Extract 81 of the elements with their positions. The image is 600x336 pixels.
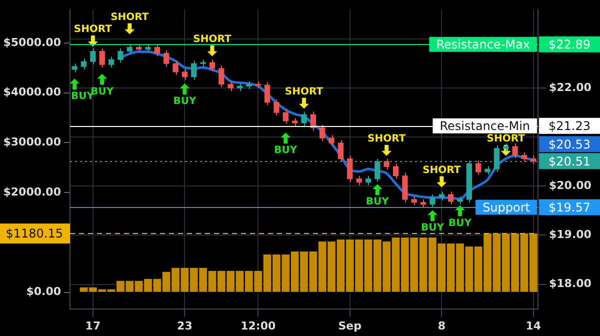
candlestick xyxy=(282,109,288,124)
x-tick-label: 12:00 xyxy=(240,319,276,332)
candlestick xyxy=(80,58,87,70)
y2-tick-label: $5000.00 xyxy=(3,36,62,49)
text: $21.23 xyxy=(548,118,590,133)
text: BUY xyxy=(448,218,472,229)
text: BUY xyxy=(173,96,196,108)
candlestick xyxy=(521,152,528,162)
point xyxy=(124,23,135,34)
candlestick xyxy=(384,158,390,170)
candlestick xyxy=(126,44,132,55)
y-tick-label: $18.00 xyxy=(549,277,592,290)
candlestick xyxy=(274,98,280,116)
candlestick xyxy=(476,160,482,176)
text: BUY xyxy=(366,196,389,208)
candlestick xyxy=(320,124,326,142)
y2-tick-label: $3000.00 xyxy=(3,136,62,149)
candlestick xyxy=(347,155,353,182)
series-label: SHORT xyxy=(193,34,232,45)
point xyxy=(207,45,218,56)
x-tick-label: 23 xyxy=(177,319,192,332)
candlestick xyxy=(90,48,96,66)
text: BUY xyxy=(420,222,444,234)
candlestick xyxy=(301,111,307,126)
point xyxy=(280,132,291,144)
candlestick xyxy=(448,191,454,205)
point xyxy=(427,210,438,222)
y2-tick-label: $4000.00 xyxy=(3,86,62,99)
candlestick xyxy=(365,175,372,186)
text: SHORT xyxy=(284,86,324,98)
ref-line-label: Resistance-Max xyxy=(436,38,530,52)
candlestick xyxy=(338,140,344,162)
point xyxy=(70,78,80,90)
candlestick xyxy=(154,44,160,57)
candlestick xyxy=(430,194,436,208)
candlestick xyxy=(99,48,105,68)
candlestick xyxy=(118,48,124,64)
point xyxy=(97,74,108,85)
x-tick-label: 14 xyxy=(526,319,542,332)
x-tick-label: Sep xyxy=(338,319,362,332)
point xyxy=(180,84,190,95)
ref-line-label: $1180.15 xyxy=(6,226,64,241)
candlestick xyxy=(218,65,224,88)
candlestick xyxy=(164,50,170,67)
text: BUY xyxy=(90,86,114,98)
y-tick-label: $20.00 xyxy=(549,179,592,192)
point xyxy=(372,184,382,196)
x-tick-label: 17 xyxy=(85,319,101,332)
candlestick xyxy=(108,56,114,68)
candlestick xyxy=(191,60,197,80)
candlestick xyxy=(392,163,399,180)
candlestick xyxy=(172,60,178,76)
text: $20.53 xyxy=(548,137,590,152)
point xyxy=(382,144,392,156)
text: SHORT xyxy=(110,12,149,23)
ref-line-label: Resistance-Min xyxy=(440,118,530,133)
y2-tick-label: $0.00 xyxy=(26,285,62,298)
candlestick xyxy=(310,111,316,132)
candlestick xyxy=(228,80,234,92)
candlestick xyxy=(182,68,188,80)
candlestick xyxy=(356,175,362,186)
y2-tick-label: $2000.00 xyxy=(3,185,62,198)
point xyxy=(299,98,309,109)
candlestick xyxy=(264,82,270,106)
text: SHORT xyxy=(74,24,112,36)
text: SHORT xyxy=(486,133,525,144)
text: BUY xyxy=(274,145,298,156)
y-tick-label: $19.00 xyxy=(549,228,592,242)
candlestick xyxy=(328,134,334,146)
text: $22.89 xyxy=(548,38,590,52)
point xyxy=(88,35,98,46)
text: $20.51 xyxy=(548,154,590,168)
text: SHORT xyxy=(422,164,461,176)
candlestick xyxy=(512,143,518,159)
candlestick xyxy=(209,59,216,72)
point xyxy=(436,176,447,188)
text: SHORT xyxy=(368,133,406,144)
ref-line-label: Support xyxy=(482,200,530,214)
x-tick-label: 8 xyxy=(438,319,446,332)
text: $19.57 xyxy=(548,200,590,214)
y-tick-label: $22.00 xyxy=(549,80,592,94)
